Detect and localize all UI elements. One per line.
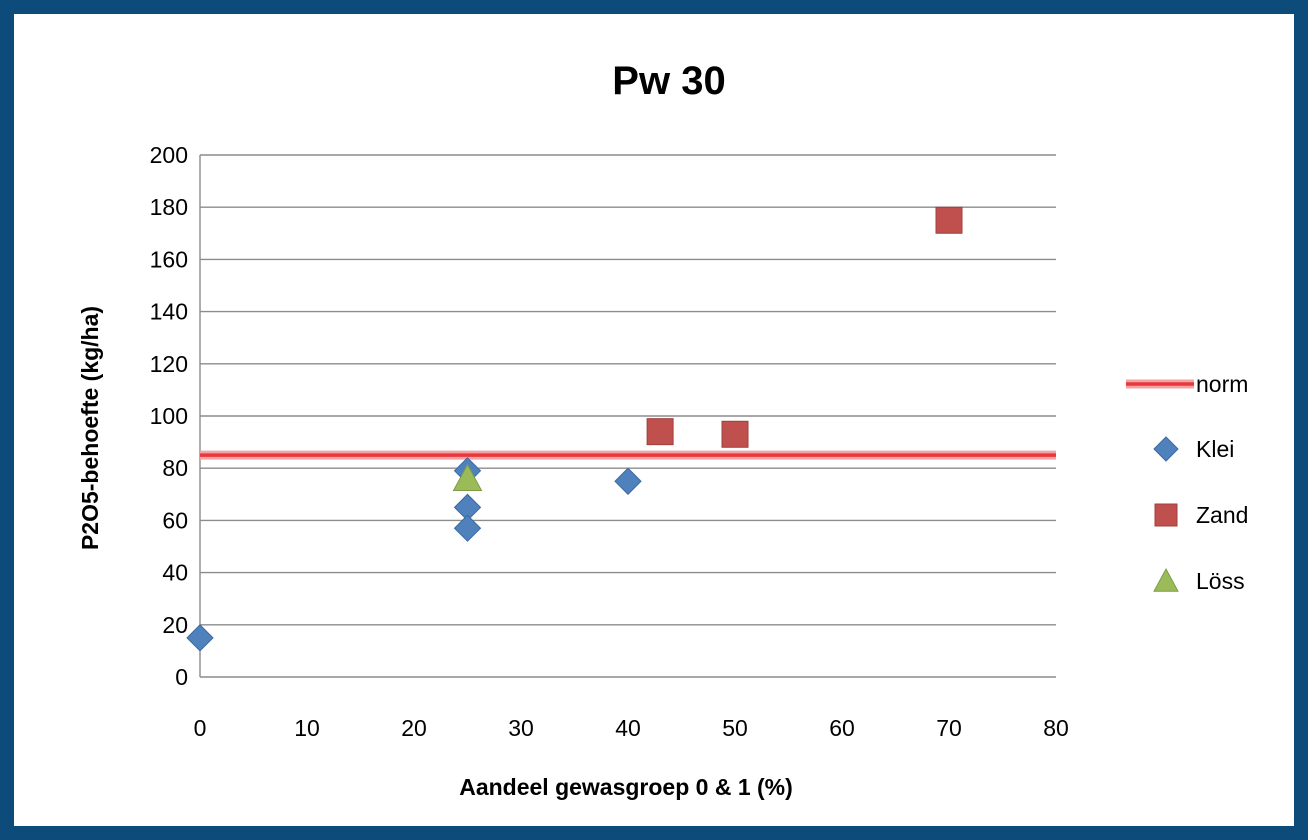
- point-zand: [646, 418, 674, 446]
- chart-frame: Pw 30 0 20 40 60 80 100 120 140 160 180 200 0 10 20 3…: [14, 14, 1294, 826]
- y-tick-label: 160: [150, 246, 188, 272]
- y-tick-label: 40: [162, 560, 188, 586]
- x-tick-label: 40: [615, 715, 641, 741]
- y-tick-label: 60: [162, 507, 188, 533]
- y-tick-label: 200: [150, 142, 188, 168]
- point-klei: [614, 467, 642, 495]
- scatter-chart: Pw 30 0 20 40 60 80 100 120 140 160 180 200 0 10 20 3…: [77, 59, 1248, 800]
- legend-label-löss: Löss: [1196, 568, 1245, 594]
- legend-label-zand: Zand: [1196, 502, 1248, 528]
- point-löss: [452, 463, 483, 492]
- y-tick-label: 80: [162, 455, 188, 481]
- x-tick-label: 70: [936, 715, 962, 741]
- legend-swatch-löss: [1153, 567, 1179, 592]
- point-klei: [186, 624, 214, 652]
- y-tick-label: 120: [150, 351, 188, 377]
- y-tick-label: 0: [175, 664, 188, 690]
- legend: norm Klei Zand Löss: [1126, 371, 1248, 594]
- legend-label-klei: Klei: [1196, 436, 1234, 462]
- x-tick-label: 60: [829, 715, 855, 741]
- x-axis-title: Aandeel gewasgroep 0 & 1 (%): [459, 774, 793, 800]
- y-tick-label: 100: [150, 403, 188, 429]
- y-tick-label: 140: [150, 299, 188, 325]
- y-tick-label: 20: [162, 612, 188, 638]
- x-tick-label: 50: [722, 715, 748, 741]
- x-axis-ticks: 0 10 20 30 40 50 60 70 80: [194, 715, 1069, 741]
- chart-title: Pw 30: [612, 59, 725, 103]
- legend-swatch-zand: [1154, 503, 1178, 527]
- x-tick-label: 30: [508, 715, 534, 741]
- data-points: [186, 206, 963, 652]
- gridlines: [199, 154, 1056, 678]
- y-tick-label: 180: [150, 194, 188, 220]
- y-axis-title: P2O5-behoefte (kg/ha): [77, 306, 103, 550]
- x-tick-label: 10: [294, 715, 320, 741]
- point-zand: [721, 420, 749, 448]
- x-tick-label: 80: [1043, 715, 1069, 741]
- y-axis-ticks: 0 20 40 60 80 100 120 140 160 180 200: [150, 142, 188, 690]
- x-tick-label: 0: [194, 715, 207, 741]
- point-klei: [453, 514, 482, 542]
- point-zand: [935, 206, 963, 234]
- x-tick-label: 20: [401, 715, 427, 741]
- legend-swatch-klei: [1153, 436, 1179, 462]
- legend-label-norm: norm: [1196, 371, 1248, 397]
